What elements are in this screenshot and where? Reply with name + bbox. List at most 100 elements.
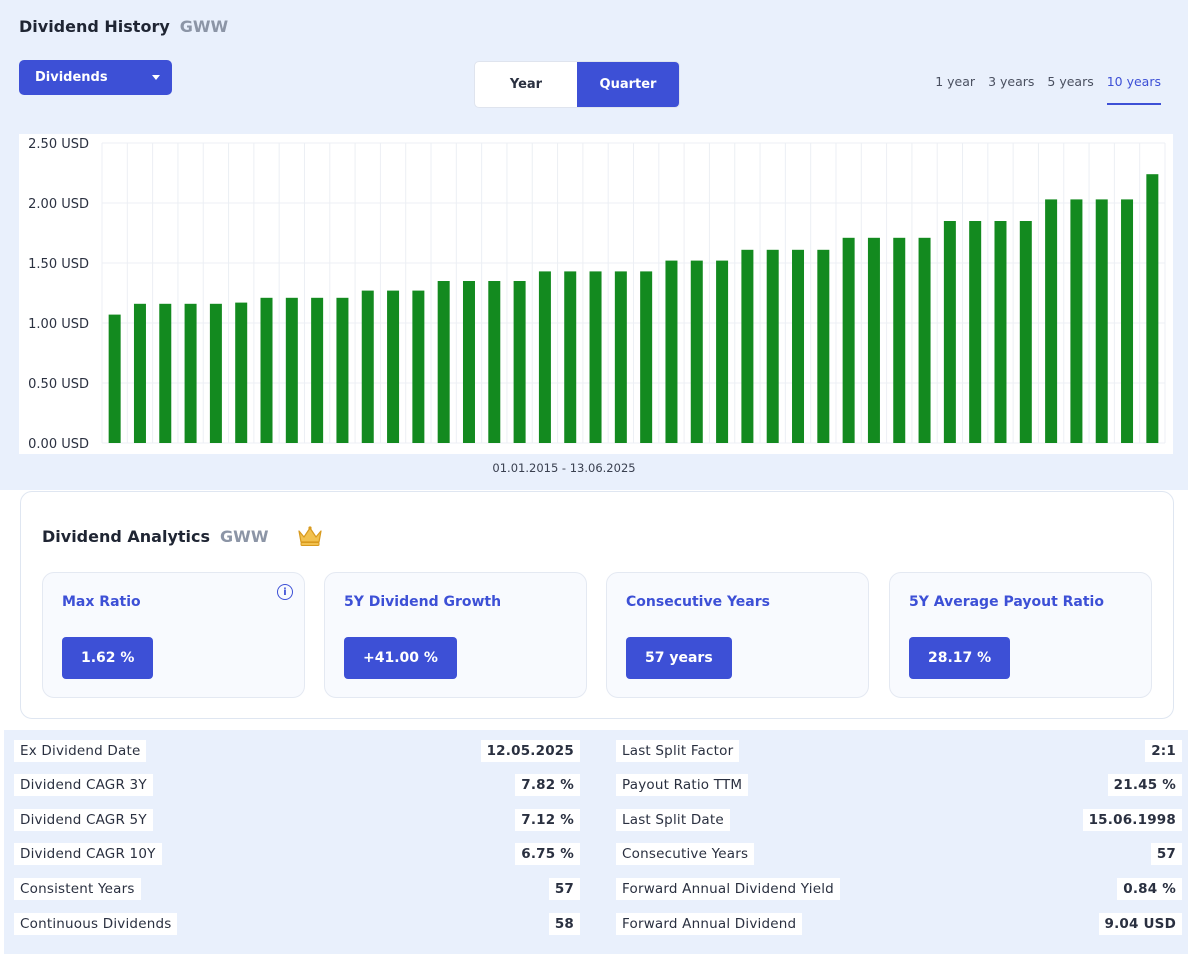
- dividend-bar[interactable]: [716, 260, 729, 443]
- stat-value: 15.06.1998: [1082, 809, 1182, 831]
- dividend-bar[interactable]: [690, 260, 703, 443]
- history-title: Dividend History: [19, 17, 170, 36]
- y-tick-label: 2.50 USD: [28, 137, 89, 152]
- card-value: 1.62 %: [62, 637, 154, 679]
- dividend-bar[interactable]: [589, 271, 602, 443]
- stat-row: Last Split Factor 2:1: [616, 740, 1182, 762]
- dividend-bar[interactable]: [387, 290, 400, 443]
- card-max-ratio: Max Ratio i 1.62 %: [42, 572, 305, 698]
- metric-dropdown[interactable]: Dividends: [19, 60, 172, 95]
- caret-down-icon: [152, 75, 160, 80]
- dividend-bar[interactable]: [1019, 221, 1032, 443]
- dividend-bar[interactable]: [640, 271, 653, 443]
- dividend-analytics-panel: Dividend Analytics GWW Max Ratio i 1.62 …: [20, 491, 1174, 719]
- stat-value: 57: [548, 878, 580, 900]
- dividend-bar[interactable]: [1070, 199, 1083, 443]
- dividend-bar[interactable]: [665, 260, 678, 443]
- stat-row: Ex Dividend Date 12.05.2025: [4, 740, 580, 762]
- dividend-bar[interactable]: [817, 249, 830, 443]
- dividend-bar[interactable]: [614, 271, 627, 443]
- dividend-bar[interactable]: [1146, 174, 1159, 443]
- dividend-bar[interactable]: [209, 303, 222, 443]
- dividend-bar[interactable]: [285, 297, 298, 443]
- analytics-title-text: Dividend Analytics: [42, 526, 211, 546]
- dividend-bar[interactable]: [462, 281, 475, 443]
- range-1-year[interactable]: 1 year: [935, 74, 976, 89]
- stat-value: 9.04 USD: [1098, 913, 1182, 935]
- card-5y-average-payout-ratio: 5Y Average Payout Ratio 28.17 %: [889, 572, 1152, 698]
- dividend-bar[interactable]: [437, 281, 450, 443]
- dividend-bar[interactable]: [1121, 199, 1134, 443]
- info-icon[interactable]: i: [277, 584, 293, 600]
- stat-label: Forward Annual Dividend: [616, 913, 803, 935]
- stat-row: Dividend CAGR 5Y 7.12 %: [4, 809, 580, 831]
- stat-value: 57: [1150, 843, 1182, 865]
- dividend-bar[interactable]: [538, 271, 551, 443]
- metric-dropdown-label: Dividends: [35, 70, 108, 85]
- stat-value: 0.84 %: [1117, 878, 1182, 900]
- dividend-stats-panel: Ex Dividend Date 12.05.2025 Dividend CAG…: [4, 730, 1188, 954]
- stat-value: 7.12 %: [515, 809, 580, 831]
- dividend-bar[interactable]: [488, 281, 501, 443]
- period-toggle: Year Quarter: [474, 61, 680, 108]
- dividend-bar[interactable]: [994, 221, 1007, 443]
- dividend-bar[interactable]: [159, 303, 172, 443]
- dividend-bar[interactable]: [1045, 199, 1058, 443]
- stat-label: Dividend CAGR 10Y: [14, 843, 162, 865]
- stat-value: 21.45 %: [1107, 774, 1182, 796]
- dividend-bar[interactable]: [867, 237, 880, 443]
- dividend-bar[interactable]: [108, 314, 121, 443]
- card-consecutive-years: Consecutive Years 57 years: [606, 572, 869, 698]
- stat-label: Consistent Years: [14, 878, 141, 900]
- card-value: 28.17 %: [909, 637, 1011, 679]
- dividend-bar[interactable]: [969, 221, 982, 443]
- dividend-bar[interactable]: [1095, 199, 1108, 443]
- stat-row: Dividend CAGR 3Y 7.82 %: [4, 774, 580, 796]
- dividend-bar[interactable]: [336, 297, 349, 443]
- dividend-bar[interactable]: [235, 302, 248, 443]
- range-10-years[interactable]: 10 years: [1106, 74, 1162, 105]
- stat-row: Continuous Dividends 58: [4, 913, 580, 935]
- stat-value: 2:1: [1145, 740, 1182, 762]
- dividend-bar[interactable]: [412, 290, 425, 443]
- dividend-bar[interactable]: [133, 303, 146, 443]
- dividend-bar[interactable]: [918, 237, 931, 443]
- dividend-bar[interactable]: [792, 249, 805, 443]
- stat-row: Forward Annual Dividend 9.04 USD: [616, 913, 1182, 935]
- toggle-year-button[interactable]: Year: [509, 77, 543, 92]
- dividend-bar[interactable]: [842, 237, 855, 443]
- dividend-bar[interactable]: [260, 297, 273, 443]
- card-label: 5Y Average Payout Ratio: [909, 594, 1104, 610]
- dividend-bar[interactable]: [184, 303, 197, 443]
- stat-label: Continuous Dividends: [14, 913, 178, 935]
- range-selector: 1 year 3 years 5 years 10 years: [935, 74, 1162, 105]
- dividend-bar[interactable]: [513, 281, 526, 443]
- stat-row: Payout Ratio TTM 21.45 %: [616, 774, 1182, 796]
- dividend-bar[interactable]: [564, 271, 577, 443]
- dividend-bar[interactable]: [311, 297, 324, 443]
- y-tick-label: 0.50 USD: [28, 377, 89, 392]
- range-5-years[interactable]: 5 years: [1047, 74, 1094, 89]
- dividend-bar[interactable]: [361, 290, 374, 443]
- stat-row: Dividend CAGR 10Y 6.75 %: [4, 843, 580, 865]
- dividend-bar[interactable]: [766, 249, 779, 443]
- analytics-title: Dividend Analytics GWW: [42, 525, 324, 547]
- stat-label: Consecutive Years: [616, 843, 755, 865]
- range-3-years[interactable]: 3 years: [988, 74, 1035, 89]
- history-ticker: GWW: [179, 17, 229, 36]
- dividend-bar[interactable]: [741, 249, 754, 443]
- stat-row: Consistent Years 57: [4, 878, 580, 900]
- stat-label: Last Split Factor: [616, 740, 740, 762]
- stat-label: Dividend CAGR 3Y: [14, 774, 153, 796]
- page-title: Dividend History GWW: [19, 17, 228, 36]
- dividend-bar[interactable]: [943, 221, 956, 443]
- y-tick-label: 1.00 USD: [28, 317, 89, 332]
- stat-value: 6.75 %: [515, 843, 580, 865]
- stat-row: Forward Annual Dividend Yield 0.84 %: [616, 878, 1182, 900]
- card-value: +41.00 %: [344, 637, 457, 679]
- stat-label: Payout Ratio TTM: [616, 774, 749, 796]
- card-5y-dividend-growth: 5Y Dividend Growth +41.00 %: [324, 572, 587, 698]
- dividend-bar[interactable]: [893, 237, 906, 443]
- y-tick-label: 1.50 USD: [28, 257, 89, 272]
- toggle-quarter-button[interactable]: Quarter: [577, 62, 679, 107]
